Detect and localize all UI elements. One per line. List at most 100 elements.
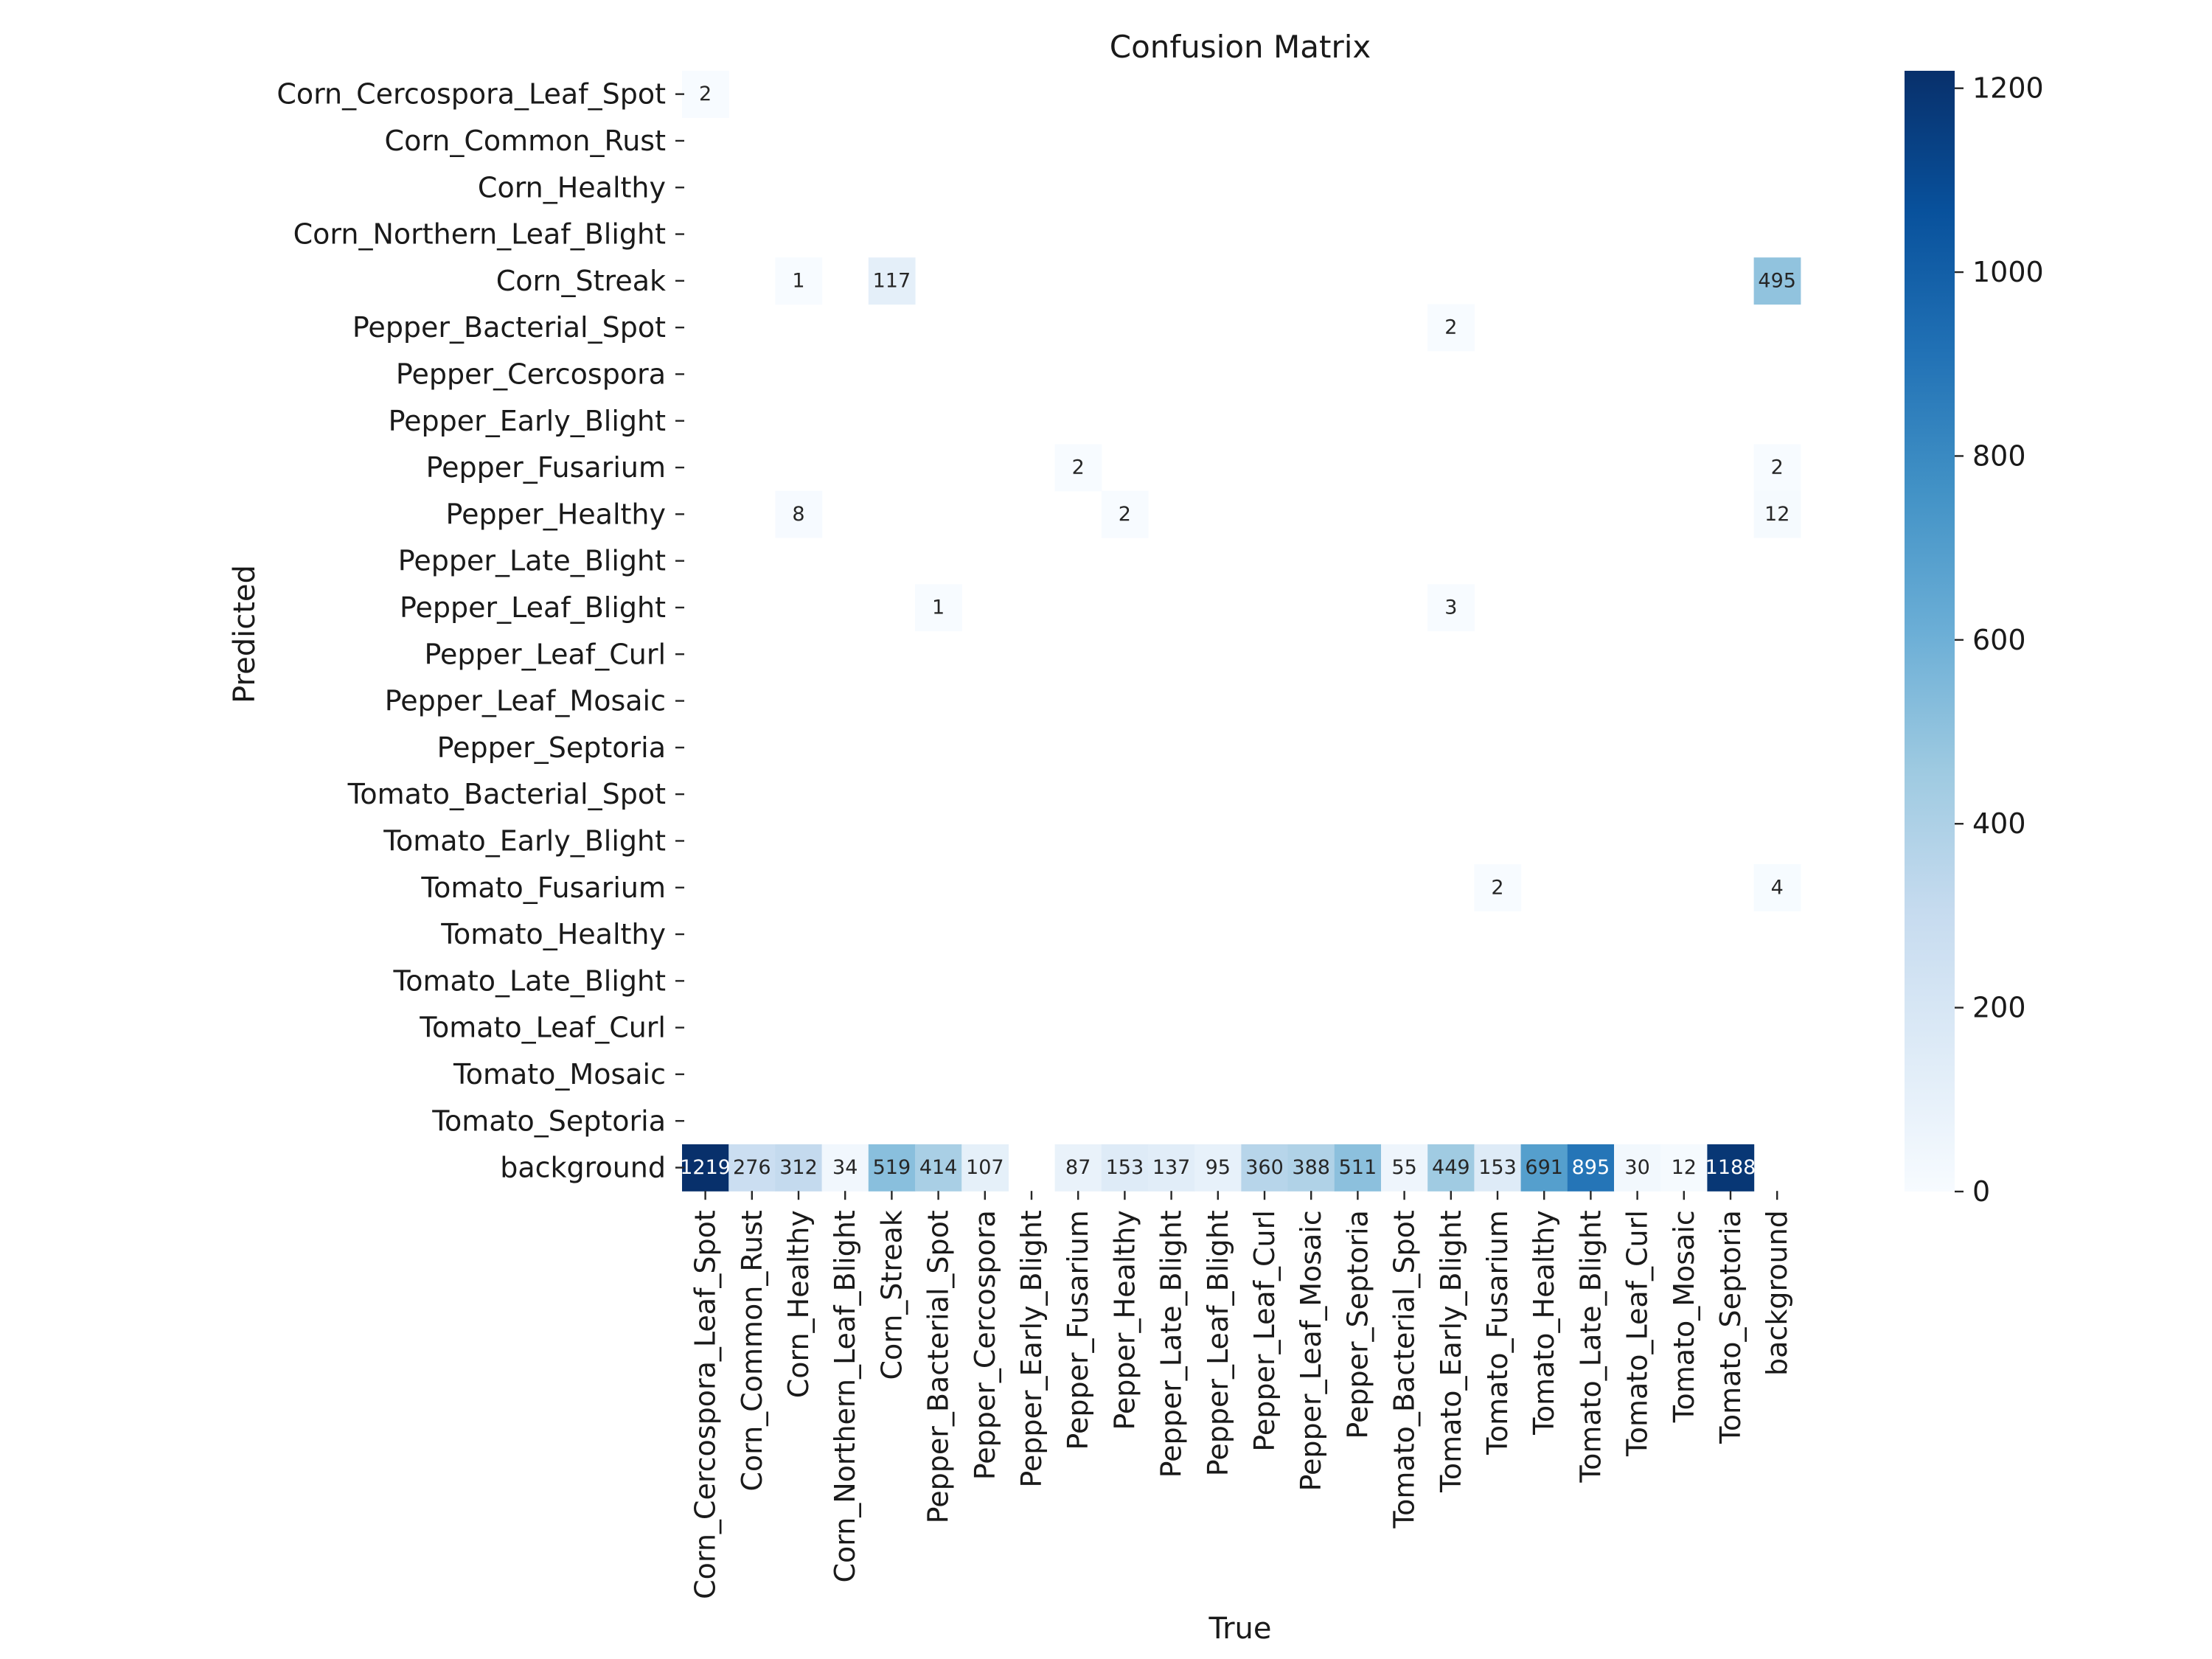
column-tick-label: Tomato_Late_Blight [1574,1210,1607,1483]
cell-value-label: 2 [1491,876,1503,899]
heatmap-cell [1054,444,1102,492]
row-tick-label: Pepper_Leaf_Blight [400,591,666,624]
colorbar-tick-label: 0 [1972,1175,1990,1208]
column-tick-label: Pepper_Leaf_Curl [1248,1210,1281,1452]
column-tick-label: Tomato_Mosaic [1668,1210,1700,1423]
heatmap-cell [1194,1144,1242,1192]
row-tick-label: Tomato_Fusarium [420,872,666,904]
heatmap-cell [1474,1144,1522,1192]
cell-value-label: 495 [1758,269,1796,292]
cell-value-label: 107 [966,1156,1004,1179]
row-tick-label: Tomato_Early_Blight [383,824,666,857]
cell-value-label: 2 [1444,316,1457,339]
cell-value-label: 691 [1525,1156,1563,1179]
cell-value-label: 3 [1444,596,1457,619]
colorbar-tick-label: 200 [1972,992,2026,1024]
heatmap-cell [1660,1144,1708,1192]
heatmap-cell [1334,1144,1382,1192]
row-tick-label: Tomato_Mosaic [453,1058,666,1091]
column-tick-label: Pepper_Septoria [1341,1210,1374,1439]
heatmap-cell [1241,1144,1289,1192]
heatmap-cell [961,1144,1009,1192]
cell-value-label: 87 [1065,1156,1091,1179]
cell-value-label: 95 [1206,1156,1231,1179]
heatmap-cell [1614,1144,1661,1192]
column-tick-labels: Corn_Cercospora_Leaf_Spot Corn_Common_Rus… [689,1191,1793,1599]
heatmap-cell [915,1144,962,1192]
column-tick-label: Pepper_Bacterial_Spot [922,1210,955,1523]
cell-value-label: 276 [733,1156,771,1179]
heatmap-cell [1753,864,1801,911]
column-tick-label: Corn_Healthy [782,1210,815,1398]
column-tick-label: Pepper_Late_Blight [1155,1210,1188,1478]
cell-value-label: 2 [699,83,712,105]
heatmap-cell [1427,304,1475,352]
cell-value-label: 511 [1339,1156,1377,1179]
heatmap-cell [1101,1144,1149,1192]
colorbar-ticks: 0 200 400 600 800 1000 1200 [1955,72,2044,1208]
column-tick-label: Tomato_Early_Blight [1435,1210,1467,1493]
cell-value-label: 34 [832,1156,858,1179]
column-tick-label: Corn_Northern_Leaf_Blight [829,1210,861,1582]
row-tick-label: background [500,1152,666,1184]
cell-value-label: 12 [1672,1156,1697,1179]
heatmap-cell [1381,1144,1428,1192]
cell-value-label: 12 [1764,503,1790,526]
column-tick-label: Pepper_Leaf_Blight [1202,1210,1234,1476]
cell-value-label: 519 [873,1156,911,1179]
row-tick-label: Pepper_Fusarium [426,451,666,484]
colorbar-tick-label: 800 [1972,439,2026,472]
column-tick-label: Pepper_Leaf_Mosaic [1295,1210,1327,1491]
row-tick-label: Corn_Cercospora_Leaf_Spot [276,78,666,111]
row-tick-label: Tomato_Bacterial_Spot [347,778,666,810]
row-tick-label: Pepper_Healthy [446,498,666,530]
row-tick-label: Corn_Northern_Leaf_Blight [293,218,666,251]
heatmap-cell [1287,1144,1335,1192]
cell-value-label: 2 [1119,503,1131,526]
heatmap-cell [682,1144,729,1192]
cell-value-label: 449 [1432,1156,1470,1179]
cell-value-label: 117 [873,269,911,292]
row-tick-label: Pepper_Leaf_Mosaic [385,685,666,717]
cell-value-label: 1 [932,596,945,619]
column-tick-label: background [1761,1210,1793,1376]
column-tick-label: Pepper_Cercospora [969,1210,1001,1480]
column-tick-label: Tomato_Septoria [1714,1210,1747,1444]
row-tick-label: Corn_Healthy [478,171,666,204]
cell-value-label: 1 [792,269,804,292]
heatmap-cell [1427,1144,1475,1192]
column-tick-label: Tomato_Fusarium [1481,1210,1514,1455]
cell-value-label: 4 [1771,876,1784,899]
row-tick-label: Tomato_Septoria [431,1105,666,1137]
row-tick-label: Corn_Common_Rust [385,125,666,157]
row-tick-labels: Corn_Cercospora_Leaf_Spot Corn_Common_Rus… [276,78,684,1184]
heatmap-cells: 2 1 117 495 2 2 2 8 2 12 1 3 2 4 1219 276 312 34 519 414 107… [680,71,1801,1192]
column-tick-label: Pepper_Healthy [1108,1210,1141,1430]
column-tick-label: Corn_Streak [875,1210,908,1380]
heatmap-cell [728,1144,776,1192]
colorbar-tick-label: 1000 [1972,256,2044,288]
column-tick-label: Tomato_Leaf_Curl [1621,1210,1654,1457]
heatmap-cell [775,1144,823,1192]
row-tick-label: Tomato_Healthy [440,918,666,950]
heatmap-cell [1753,257,1801,305]
heatmap-cell [1474,864,1522,911]
row-tick-label: Pepper_Late_Blight [398,545,666,577]
heatmap-cell [1520,1144,1568,1192]
cell-value-label: 2 [1771,456,1784,479]
heatmap-cell [1427,584,1475,632]
cell-value-label: 8 [792,503,804,526]
heatmap-cell [775,490,823,538]
cell-value-label: 2 [1072,456,1085,479]
cell-value-label: 360 [1245,1156,1284,1179]
cell-value-label: 55 [1391,1156,1416,1179]
row-tick-label: Pepper_Septoria [437,731,666,764]
row-tick-label: Tomato_Late_Blight [393,964,666,997]
heatmap-cell [868,1144,916,1192]
column-tick-label: Tomato_Bacterial_Spot [1388,1210,1421,1528]
cell-value-label: 153 [1478,1156,1517,1179]
chart-title: Confusion Matrix [1110,29,1371,65]
column-tick-label: Corn_Cercospora_Leaf_Spot [689,1210,722,1599]
